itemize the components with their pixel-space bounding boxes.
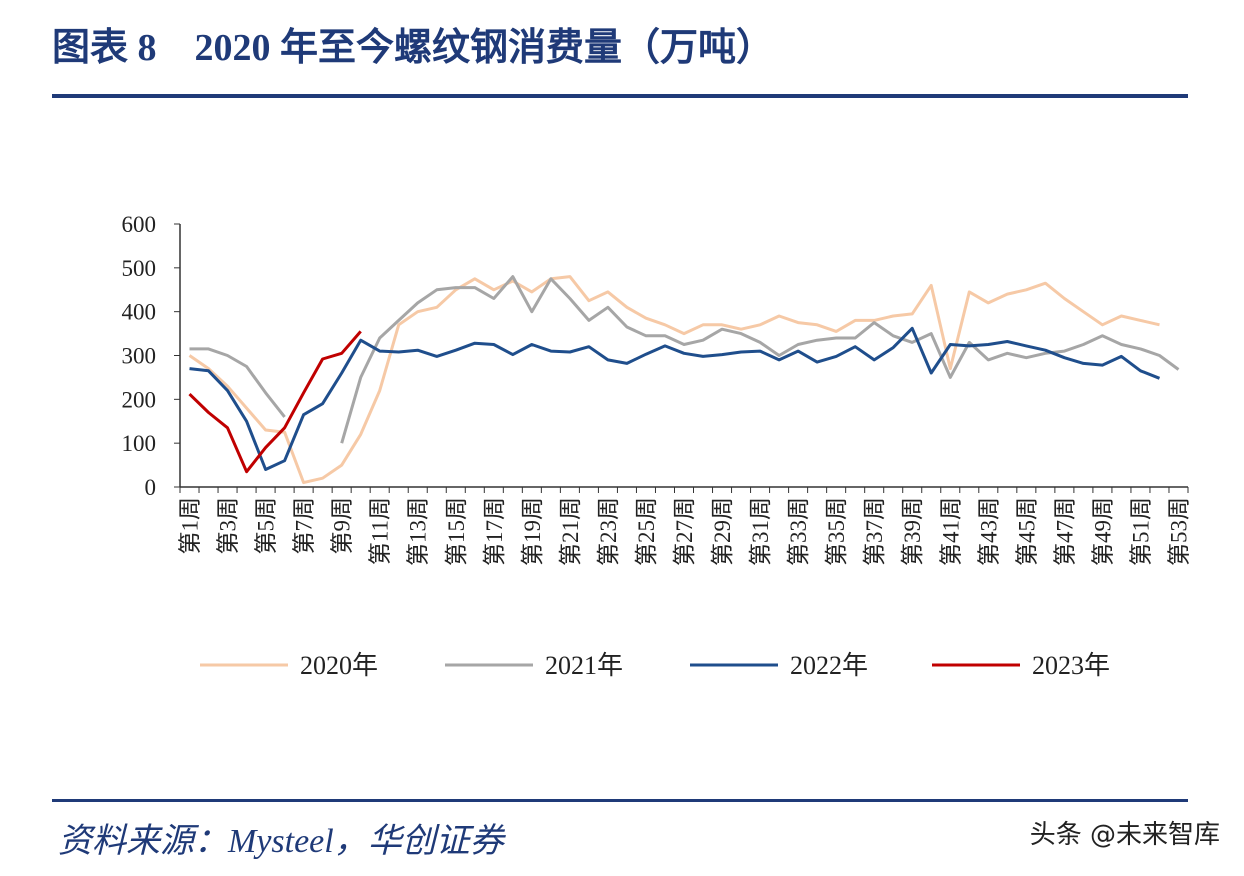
y-tick-label: 200 — [122, 387, 157, 412]
x-tick-label: 第1周 — [178, 497, 203, 555]
x-tick-label: 第15周 — [444, 497, 469, 566]
series-line — [188, 330, 362, 474]
x-tick-label: 第17周 — [482, 497, 507, 566]
x-tick-label: 第31周 — [748, 497, 773, 566]
source-note: 资料来源：Mysteel，华创证券 — [58, 823, 507, 860]
x-tick-label: 第23周 — [596, 497, 621, 566]
series-line — [188, 275, 1160, 485]
y-tick-label: 100 — [122, 431, 157, 456]
x-tick-label: 第41周 — [938, 497, 963, 566]
x-tick-label: 第33周 — [786, 497, 811, 566]
watermark: 头条 @未来智库 — [1030, 820, 1220, 850]
x-tick-label: 第19周 — [520, 497, 545, 566]
x-tick-label: 第25周 — [634, 497, 659, 566]
series-line — [189, 326, 1161, 471]
footer-rule — [52, 799, 1188, 802]
x-tick-label: 第9周 — [330, 497, 355, 555]
y-tick-label: 600 — [122, 212, 157, 237]
series-line — [189, 275, 1180, 444]
x-tick-label: 第53周 — [1166, 497, 1191, 566]
y-tick-label: 500 — [122, 256, 157, 281]
x-tick-label: 第5周 — [254, 497, 279, 555]
y-tick-label: 300 — [122, 344, 157, 369]
x-tick-label: 第45周 — [1014, 497, 1039, 566]
x-tick-label: 第13周 — [406, 497, 431, 566]
legend-label: 2021年 — [545, 651, 623, 680]
legend-label: 2020年 — [300, 651, 378, 680]
x-tick-label: 第29周 — [710, 497, 735, 566]
x-tick-label: 第7周 — [292, 497, 317, 555]
y-tick-label: 0 — [145, 475, 157, 500]
x-tick-label: 第39周 — [900, 497, 925, 566]
legend-label: 2023年 — [1032, 651, 1110, 680]
x-tick-label: 第21周 — [558, 497, 583, 566]
title-rule — [52, 94, 1188, 98]
x-tick-label: 第43周 — [976, 497, 1001, 566]
x-tick-label: 第35周 — [824, 497, 849, 566]
chart-title: 图表 8 2020 年至今螺纹钢消费量（万吨） — [52, 27, 774, 69]
x-tick-label: 第49周 — [1090, 497, 1115, 566]
x-tick-label: 第51周 — [1128, 497, 1153, 566]
x-tick-label: 第47周 — [1052, 497, 1077, 566]
y-tick-label: 400 — [122, 300, 157, 325]
x-tick-label: 第37周 — [862, 497, 887, 566]
x-tick-label: 第3周 — [216, 497, 241, 555]
x-tick-label: 第27周 — [672, 497, 697, 566]
x-tick-label: 第11周 — [368, 497, 393, 565]
legend-label: 2022年 — [790, 651, 868, 680]
